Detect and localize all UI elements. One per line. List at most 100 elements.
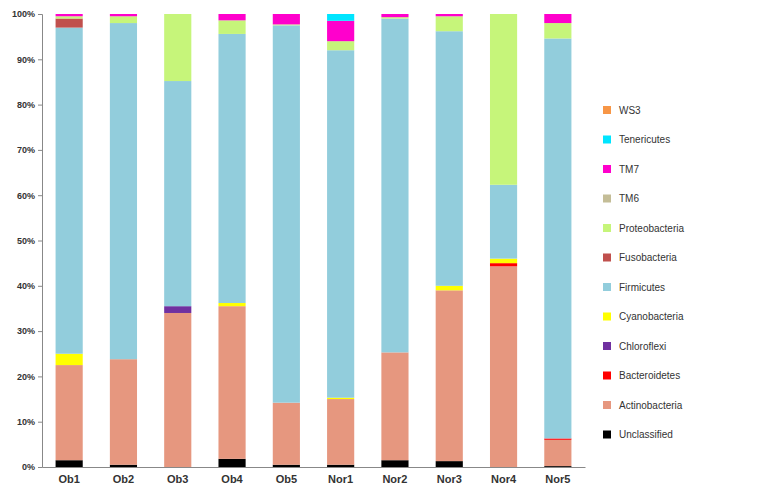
legend-label: Cyanobacteria — [619, 311, 684, 322]
bar-segment — [273, 25, 300, 26]
bar-segment — [490, 14, 517, 15]
x-tick: Nor2 — [382, 467, 407, 485]
y-tick-label: 40% — [17, 281, 35, 291]
bar-segment — [164, 14, 191, 15]
y-tick-mark — [38, 241, 42, 242]
legend-label: TM6 — [619, 193, 639, 204]
y-tick-label: 90% — [17, 55, 35, 65]
legend-swatch — [603, 372, 611, 380]
x-tick-label: Nor4 — [491, 473, 517, 485]
bar-segment — [218, 303, 245, 306]
y-tick-mark — [38, 467, 42, 468]
y-tick-mark — [38, 195, 42, 196]
bar-segment — [436, 14, 463, 15]
bar-segment — [56, 365, 83, 460]
y-tick-mark — [38, 422, 42, 423]
bar-segment — [544, 14, 571, 15]
bar-segment — [327, 465, 354, 467]
x-tick: Nor1 — [328, 467, 353, 485]
y-tick-label: 60% — [17, 191, 35, 201]
bar-segment — [436, 31, 463, 286]
bar-segment — [56, 354, 83, 365]
legend-swatch — [603, 431, 611, 439]
bar-segment — [218, 14, 245, 15]
legend-label: TM7 — [619, 164, 639, 175]
bar-segment — [273, 403, 300, 465]
bar-segment — [490, 14, 517, 15]
bar-segment — [544, 440, 571, 466]
y-tick: 40% — [17, 281, 42, 291]
x-tick: Ob2 — [113, 467, 134, 485]
legend-swatch — [603, 106, 611, 114]
legend-label: Actinobacteria — [619, 400, 683, 411]
legend-item: TM7 — [603, 164, 639, 175]
bar-segment — [436, 290, 463, 461]
bar-segment — [381, 460, 408, 467]
bar-segment — [218, 14, 245, 20]
y-tick-mark — [38, 376, 42, 377]
legend-label: WS3 — [619, 105, 641, 116]
x-tick: Nor3 — [437, 467, 462, 485]
bar-segment — [56, 14, 83, 15]
bar-segment — [164, 14, 191, 81]
bar-segment — [110, 14, 137, 15]
y-tick-mark — [38, 331, 42, 332]
bar-segment — [436, 14, 463, 16]
bar-segment — [218, 306, 245, 459]
legend-label: Tenericutes — [619, 134, 670, 145]
legend-item: Chloroflexi — [603, 341, 666, 352]
bar-segment — [164, 313, 191, 467]
y-tick: 90% — [17, 55, 42, 65]
bar-segment — [327, 14, 354, 15]
bar-segment — [110, 16, 137, 23]
plot-area: 0%10%20%30%40%50%60%70%80%90%100%Ob1Ob2O… — [12, 9, 586, 485]
legend-swatch — [603, 342, 611, 350]
y-axis-line — [38, 15, 43, 468]
bar-segment — [544, 14, 571, 15]
bar-segment — [273, 25, 300, 402]
y-tick: 50% — [17, 236, 42, 246]
bar-segment — [436, 16, 463, 31]
bar-segment — [381, 14, 408, 17]
bar-segment — [490, 14, 517, 185]
x-tick: Nor4 — [491, 467, 517, 485]
legend-item: Unclassified — [603, 429, 673, 440]
y-tick: 20% — [17, 372, 42, 382]
bar-segment — [56, 460, 83, 467]
y-tick-mark — [38, 105, 42, 106]
x-tick: Ob5 — [276, 467, 297, 485]
bars — [56, 14, 572, 467]
x-tick-label: Nor1 — [328, 473, 353, 485]
x-axis-line — [43, 467, 586, 468]
y-tick-mark — [38, 150, 42, 151]
bar-segment — [327, 399, 354, 465]
y-tick: 100% — [12, 9, 42, 19]
bar-segment — [273, 14, 300, 15]
bar-segment — [273, 14, 300, 15]
y-tick-label: 80% — [17, 100, 35, 110]
legend-label: Fusobacteria — [619, 252, 677, 263]
legend-item: Actinobacteria — [603, 400, 683, 411]
legend-swatch — [603, 313, 611, 321]
y-tick-label: 50% — [17, 236, 35, 246]
legend-item: Cyanobacteria — [603, 311, 684, 322]
y-tick-label: 10% — [17, 417, 35, 427]
bar-segment — [381, 17, 408, 18]
y-tick: 30% — [17, 326, 42, 336]
x-tick-label: Nor3 — [437, 473, 462, 485]
legend-item: Tenericutes — [603, 134, 670, 145]
y-tick: 70% — [17, 145, 42, 155]
legend: WS3TenericutesTM7TM6ProteobacteriaFusoba… — [603, 105, 684, 441]
y-tick: 80% — [17, 100, 42, 110]
legend-swatch — [603, 401, 611, 409]
bar-segment — [327, 14, 354, 21]
bar-segment — [273, 465, 300, 467]
bar-segment — [490, 266, 517, 467]
x-axis: Ob1Ob2Ob3Ob4Ob5Nor1Nor2Nor3Nor4Nor5 — [43, 467, 586, 485]
bar-segment — [436, 461, 463, 467]
x-tick-label: Nor2 — [382, 473, 407, 485]
bar-segment — [544, 14, 571, 23]
bar-segment — [110, 14, 137, 16]
y-tick-label: 20% — [17, 372, 35, 382]
legend-item: Bacteroidetes — [603, 370, 680, 381]
